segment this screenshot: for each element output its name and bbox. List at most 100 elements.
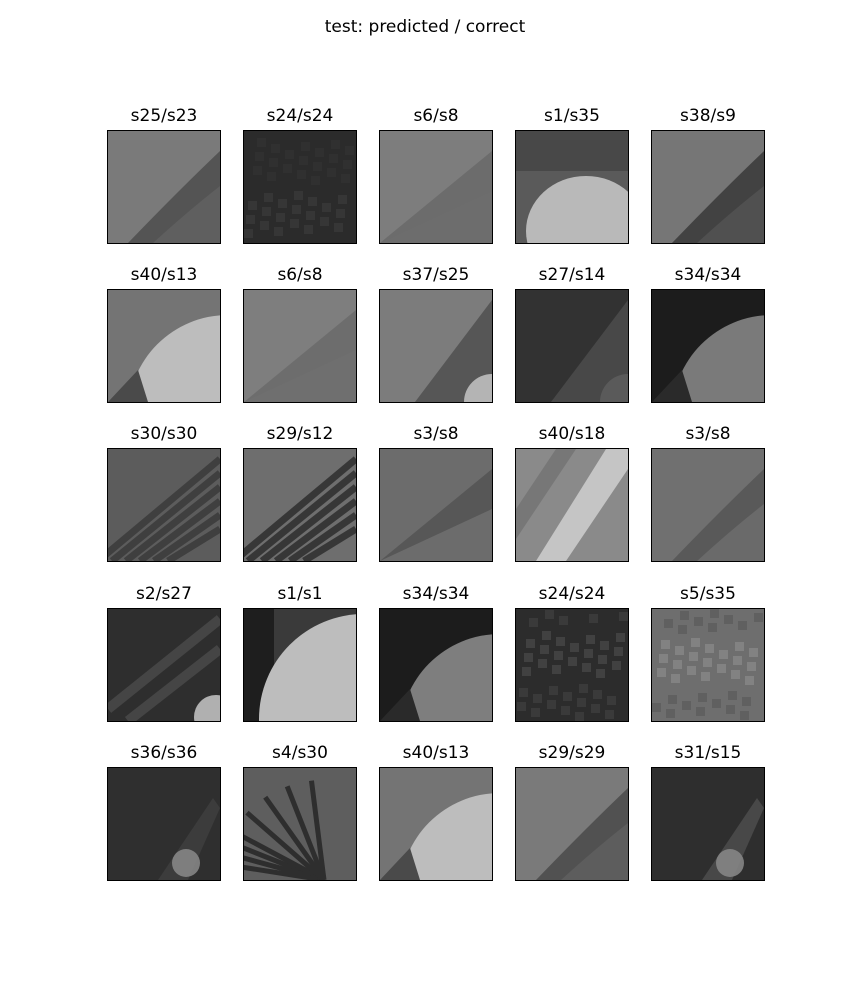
thumb-stripe [244, 834, 326, 880]
cell-title: s34/s34 [402, 584, 470, 604]
thumb-pixel [253, 166, 262, 175]
thumb-shape [652, 370, 692, 402]
thumb-shape [380, 509, 492, 561]
thumb-pixel [271, 144, 280, 153]
thumb-pixel [619, 612, 628, 621]
cell-image [107, 608, 221, 722]
thumb-pixel [612, 661, 621, 670]
thumb-pixel [668, 695, 677, 704]
thumb-pixel [244, 229, 253, 238]
thumb-pixel [336, 209, 345, 218]
thumb-pixel [315, 148, 324, 157]
thumb-pixel [719, 650, 728, 659]
thumb-pixel [554, 651, 563, 660]
thumb-pixel [570, 643, 579, 652]
cell-title: s31/s15 [674, 743, 742, 763]
cell-image-svg [516, 768, 628, 880]
cell-image [515, 448, 629, 562]
thumb-pixel [582, 663, 591, 672]
cell-image-svg [244, 449, 356, 561]
thumb-pixel [276, 213, 285, 222]
cell-title: s29/s29 [538, 743, 606, 763]
thumb-pixel [691, 638, 700, 647]
thumb-shape [415, 300, 492, 402]
thumb-pixel [749, 648, 758, 657]
thumb-stripe [108, 615, 220, 713]
thumb-pixel [614, 647, 623, 656]
cell-image [243, 448, 357, 562]
thumb-stripe [263, 795, 327, 880]
thumb-stripe [109, 470, 220, 561]
thumb-pixel [260, 221, 269, 230]
thumb-pixel [269, 158, 278, 167]
thumb-pixel [267, 172, 276, 181]
thumb-pixel [262, 207, 271, 216]
thumb-pixel [246, 215, 255, 224]
cell-image [515, 130, 629, 244]
thumb-stripe [124, 645, 220, 721]
cell-image-svg [652, 131, 764, 243]
thumb-pixel [264, 193, 273, 202]
thumb-pixel [698, 693, 707, 702]
cell-title: s5/s35 [680, 584, 736, 604]
cell-image [515, 289, 629, 403]
cell-image-svg [516, 609, 628, 721]
thumb-pixel [701, 672, 710, 681]
thumb-shape [400, 634, 492, 721]
thumb-stripe [284, 785, 327, 880]
thumb-pixel [675, 646, 684, 655]
cell-image-svg [244, 131, 356, 243]
cell-title: s34/s34 [674, 265, 742, 285]
thumb-pixel [682, 701, 691, 710]
thumb-pixel [689, 652, 698, 661]
thumb-stripe [244, 456, 356, 558]
thumb-shape [697, 504, 764, 561]
thumb-pixel [607, 696, 616, 705]
cell-image-svg [108, 609, 220, 721]
cell-title: s24/s24 [538, 584, 606, 604]
thumb-pixel [341, 174, 350, 183]
cell-image-svg [244, 290, 356, 402]
thumb-shape [153, 186, 220, 243]
thumb-pixel [754, 613, 763, 622]
cell-image-svg [244, 609, 356, 721]
thumb-pixel [563, 692, 572, 701]
thumb-pixel [517, 702, 526, 711]
cell-title: s38/s9 [680, 106, 736, 126]
thumb-pixel [290, 219, 299, 228]
thumb-shape [526, 176, 628, 243]
thumb-shape [194, 695, 220, 721]
thumb-stripe [259, 484, 356, 561]
thumb-pixel [526, 639, 535, 648]
thumb-pixel [301, 142, 310, 151]
thumb-pixel [322, 203, 331, 212]
thumb-pixel [345, 146, 354, 155]
thumb-pixel [733, 656, 742, 665]
thumb-pixel [664, 619, 673, 628]
thumb-shape [259, 614, 356, 721]
thumb-pixel [306, 211, 315, 220]
cell-title: s29/s12 [266, 424, 334, 444]
cell-title: s6/s8 [277, 265, 323, 285]
thumb-pixel [522, 667, 531, 676]
thumb-pixel [304, 225, 313, 234]
cell-image-svg [652, 449, 764, 561]
thumb-pixel [694, 617, 703, 626]
thumb-pixel [294, 191, 303, 200]
cell-image-svg [516, 449, 628, 561]
thumb-pixel [278, 199, 287, 208]
cell-title: s30/s30 [130, 424, 198, 444]
thumb-pixel [248, 201, 257, 210]
thumb-shape [697, 186, 764, 243]
cell-image [243, 767, 357, 881]
cell-image-svg [516, 131, 628, 243]
cell-image [379, 448, 493, 562]
thumb-pixel [331, 140, 340, 149]
thumb-shape [551, 300, 628, 402]
thumb-shape [172, 849, 200, 877]
thumb-shape [380, 848, 420, 880]
cell-image-svg [108, 768, 220, 880]
thumb-pixel [575, 712, 584, 721]
thumb-pixel [255, 152, 264, 161]
cell-image [651, 448, 765, 562]
